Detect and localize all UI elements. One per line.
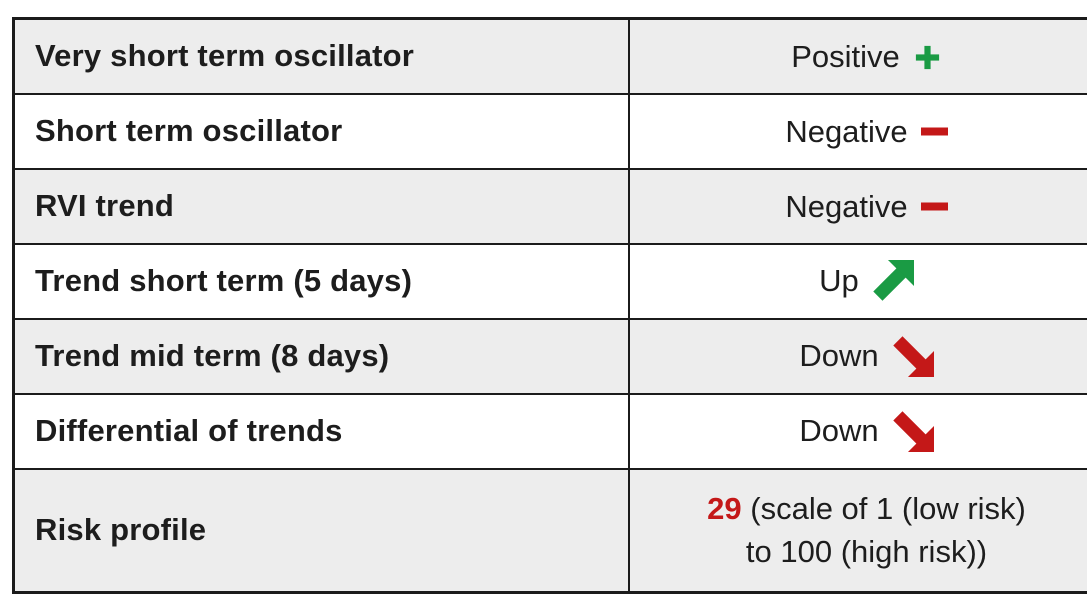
risk-scale-text-line1: (scale of 1 (low risk): [750, 490, 1026, 526]
arrow-down-right-icon: [892, 335, 934, 377]
indicator-value: Down: [799, 413, 879, 448]
table-row: Risk profile 29 (scale of 1 (low risk) t…: [12, 467, 1087, 594]
table-row: Very short term oscillator Positive: [12, 17, 1087, 95]
indicator-value-cell: Negative: [628, 167, 1087, 245]
indicator-value-cell: Down: [628, 392, 1087, 470]
table-row: RVI trend Negative: [12, 167, 1087, 245]
indicator-value: Down: [799, 338, 879, 373]
indicator-label: Trend short term (5 days): [12, 242, 630, 320]
indicator-label: RVI trend: [12, 167, 630, 245]
indicator-label: Trend mid term (8 days): [12, 317, 630, 395]
indicator-label: Very short term oscillator: [12, 17, 630, 95]
plus-icon: [913, 43, 942, 72]
indicator-value: Negative: [785, 188, 908, 224]
indicators-table: Very short term oscillator Positive Shor…: [12, 17, 1087, 594]
risk-profile-value: 29 (scale of 1 (low risk) to 100 (high r…: [631, 477, 1087, 584]
indicator-value: Negative: [785, 113, 908, 149]
indicator-label: Differential of trends: [12, 392, 630, 470]
risk-score: 29: [707, 490, 742, 526]
indicator-label: Risk profile: [12, 467, 630, 594]
table-row: Short term oscillator Negative: [12, 92, 1087, 170]
arrow-up-right-icon: [872, 260, 914, 302]
indicator-value-cell: Down: [628, 317, 1087, 395]
indicator-value-cell: 29 (scale of 1 (low risk) to 100 (high r…: [628, 467, 1087, 594]
table-row: Trend short term (5 days) Up: [12, 242, 1087, 320]
table-row: Trend mid term (8 days) Down: [12, 317, 1087, 395]
risk-scale-text-line2: to 100 (high risk)): [745, 534, 988, 570]
minus-icon: [920, 202, 948, 211]
arrow-down-right-icon: [892, 410, 934, 452]
minus-icon: [920, 127, 948, 136]
table-row: Differential of trends Down: [12, 392, 1087, 470]
indicator-value-cell: Positive: [628, 17, 1087, 95]
indicator-value: Positive: [791, 39, 900, 75]
indicator-label: Short term oscillator: [12, 92, 630, 170]
indicator-value-cell: Negative: [628, 92, 1087, 170]
indicator-value-cell: Up: [628, 242, 1087, 320]
indicator-value: Up: [819, 263, 859, 298]
